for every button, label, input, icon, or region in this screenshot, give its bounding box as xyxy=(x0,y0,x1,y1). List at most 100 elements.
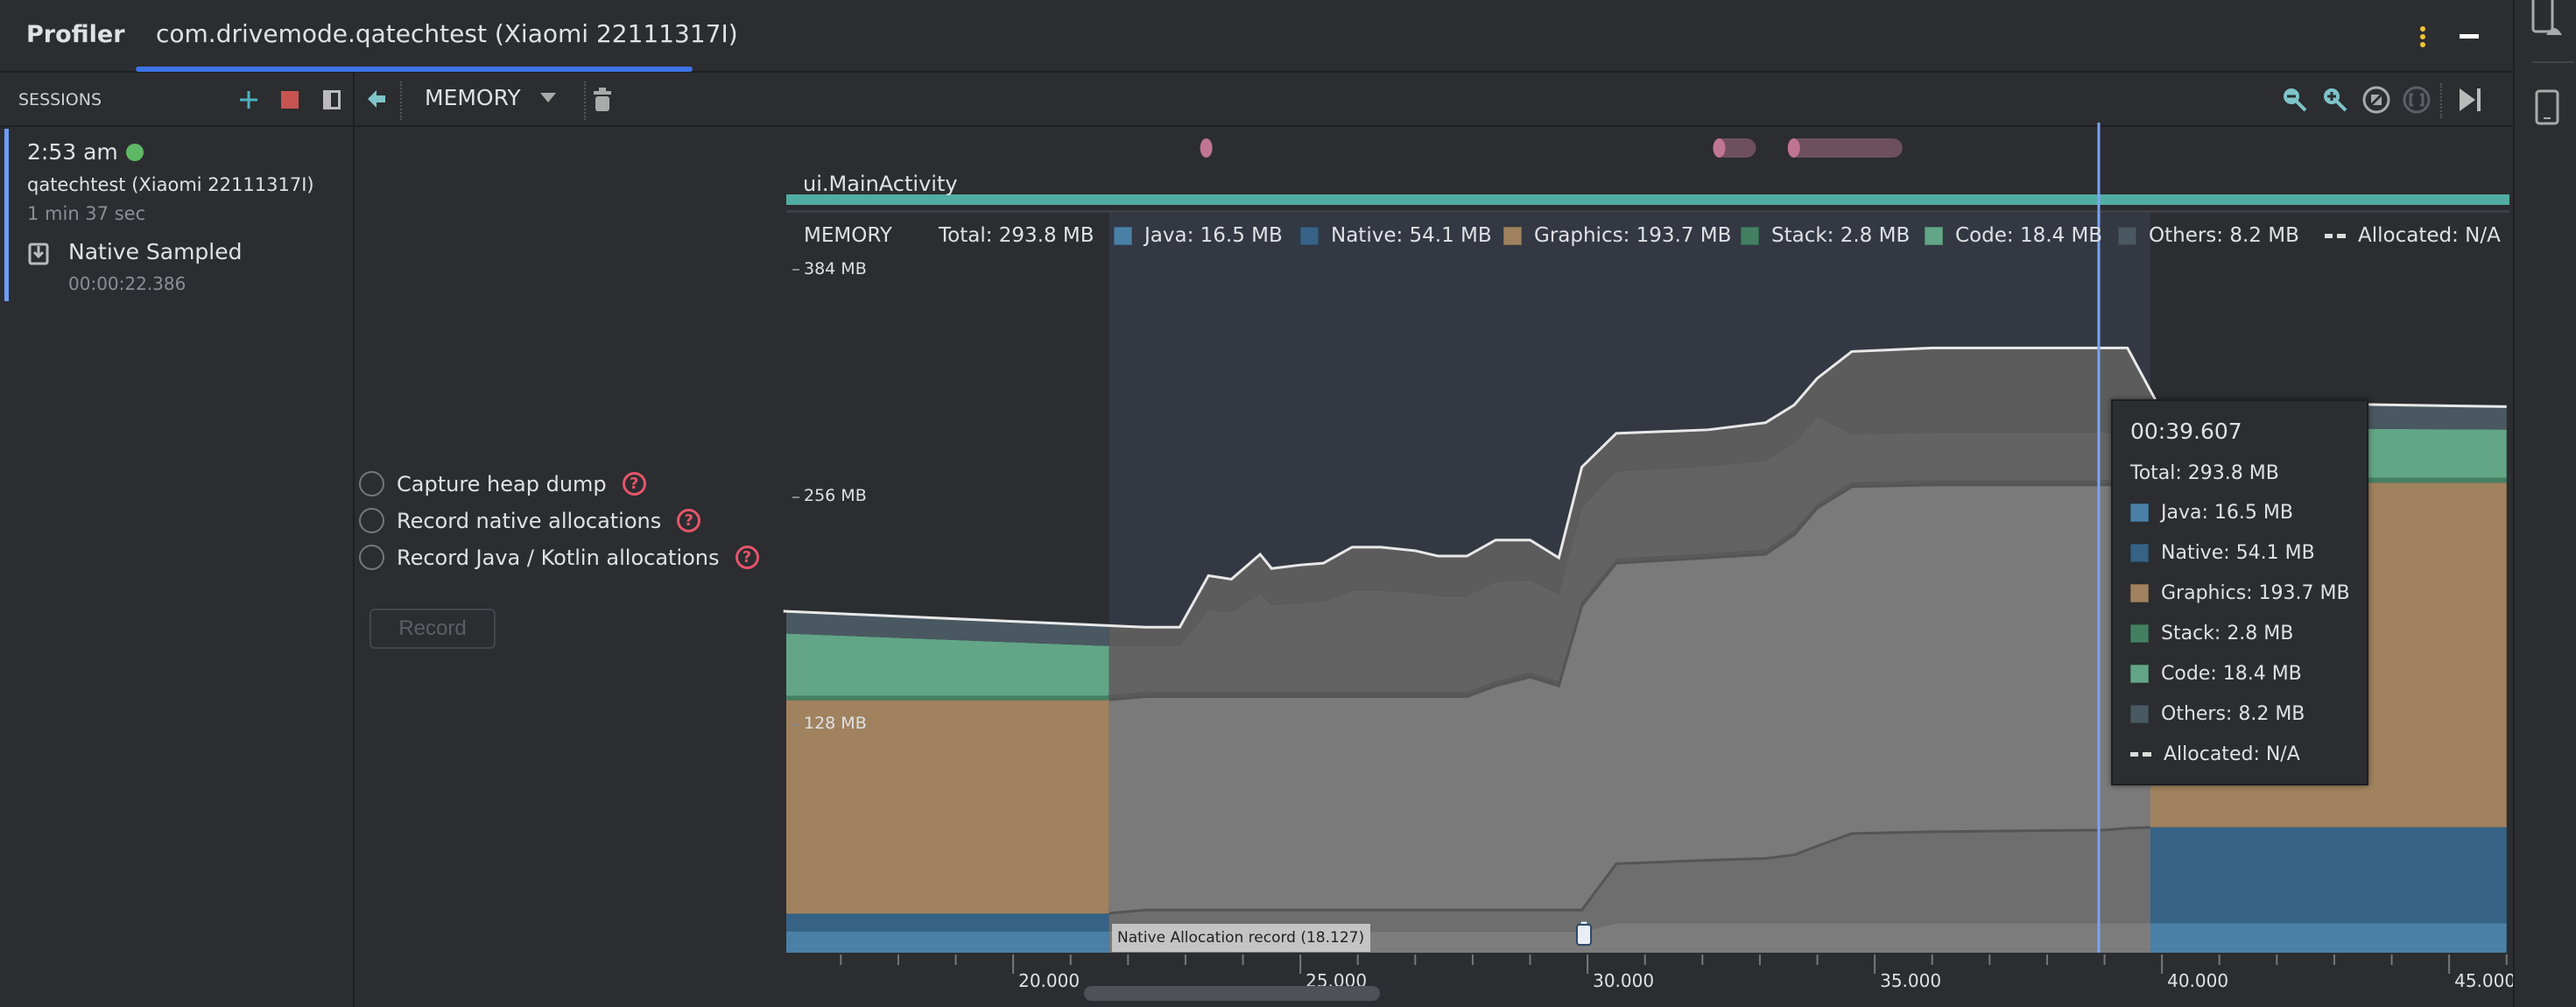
chart-divider xyxy=(786,210,2509,213)
running-devices-icon[interactable] xyxy=(2535,89,2561,126)
legend-swatch xyxy=(1503,226,1522,245)
back-arrow-icon[interactable] xyxy=(366,88,387,109)
artifact-name[interactable]: Native Sampled xyxy=(68,239,243,264)
help-icon[interactable]: ? xyxy=(677,509,701,532)
legend-swatch xyxy=(2130,705,2149,723)
legend-title: MEMORY xyxy=(804,224,892,247)
horizontal-scrollbar[interactable] xyxy=(1084,986,1380,1001)
y-tick-label: 256 MB xyxy=(804,486,867,505)
y-tick-label: 384 MB xyxy=(804,259,867,278)
legend-swatch xyxy=(1925,226,1943,245)
tab-session[interactable]: com.drivemode.qatechtest (Xiaomi 2211131… xyxy=(156,19,738,48)
tool-window-header: Profiler com.drivemode.qatechtest (Xiaom… xyxy=(0,0,2513,73)
x-tick-label: 45.000 xyxy=(2454,970,2513,991)
activity-label: ui.MainActivity xyxy=(803,172,958,196)
help-icon[interactable]: ? xyxy=(622,472,646,496)
area-graphics-selected xyxy=(1109,482,2150,913)
option-capture-heap-dump[interactable]: Capture heap dump? xyxy=(359,471,646,496)
tooltip-total: Total: 293.8 MB xyxy=(2130,462,2279,484)
legend-swatch xyxy=(2130,584,2149,602)
tooltip-allocated: Allocated: N/A xyxy=(2130,743,2300,765)
area-native-selected xyxy=(1109,827,2150,932)
radio-button[interactable] xyxy=(359,471,384,496)
option-record-java-kotlin-allocations[interactable]: Record Java / Kotlin allocations? xyxy=(359,545,759,570)
go-to-live-icon[interactable] xyxy=(2460,88,2482,112)
event-marker xyxy=(1787,138,1800,158)
artifact-time: 00:00:22.386 xyxy=(68,273,187,294)
session-duration: 1 min 37 sec xyxy=(27,203,146,224)
tooltip-code: Code: 18.4 MB xyxy=(2130,663,2302,685)
sessions-header: SESSIONS xyxy=(0,73,355,127)
session-live-indicator xyxy=(126,144,144,161)
legend-graphics: Graphics: 193.7 MB xyxy=(1503,224,1731,247)
dashed-line-icon xyxy=(2325,233,2346,238)
tooltip-java: Java: 16.5 MB xyxy=(2130,502,2293,524)
divider xyxy=(2532,61,2574,63)
session-item[interactable]: 2:53 am qatechtest (Xiaomi 22111317I) 1 … xyxy=(0,129,353,304)
reset-zoom-icon[interactable] xyxy=(2361,85,2391,115)
data-tooltip: 00:39.607 Total: 293.8 MB Java: 16.5 MB … xyxy=(2111,399,2368,785)
help-icon[interactable]: ? xyxy=(735,546,759,569)
zoom-to-selection-icon[interactable] xyxy=(2402,85,2432,115)
legend-swatch xyxy=(2118,226,2136,245)
x-tick-label: 30.000 xyxy=(1593,970,1654,991)
divider xyxy=(400,81,402,120)
legend-swatch xyxy=(2130,665,2149,683)
device-manager-icon[interactable] xyxy=(2530,0,2565,37)
legend-allocated: Allocated: N/A xyxy=(2325,224,2501,247)
band-boundary-line xyxy=(1109,482,2150,701)
tooltip-native: Native: 54.1 MB xyxy=(2130,542,2315,564)
activity-bar xyxy=(786,194,2509,205)
band-boundary-line xyxy=(1109,826,2150,915)
sessions-panel: SESSIONS 2:53 am qatechtest (Xiaomi 2211… xyxy=(0,73,355,1007)
right-tool-strip xyxy=(2513,0,2576,1007)
x-tick-label: 20.000 xyxy=(1018,970,1080,991)
option-label: Capture heap dump xyxy=(397,471,607,496)
x-tick-label: 35.000 xyxy=(1880,970,1941,991)
legend-native: Native: 54.1 MB xyxy=(1300,224,1492,247)
legend-label: Graphics: 193.7 MB xyxy=(1534,224,1732,247)
chevron-down-icon xyxy=(539,92,556,102)
legend-swatch xyxy=(1741,226,1759,245)
sessions-label: SESSIONS xyxy=(18,90,102,109)
radio-button[interactable] xyxy=(359,508,384,533)
legend-label: Native: 54.1 MB xyxy=(1331,224,1492,247)
record-button[interactable]: Record xyxy=(370,609,496,649)
event-marker xyxy=(1200,138,1213,158)
area-code-selected xyxy=(1109,416,2150,696)
radio-button[interactable] xyxy=(359,545,384,570)
minimize-icon[interactable] xyxy=(2460,34,2479,39)
legend-swatch xyxy=(1114,226,1132,245)
dashed-line-icon xyxy=(2130,752,2151,757)
tooltip-graphics: Graphics: 193.7 MB xyxy=(2130,582,2350,604)
divider xyxy=(584,81,586,120)
profiler-selector-value: MEMORY xyxy=(425,85,521,110)
zoom-in-icon[interactable] xyxy=(2322,87,2348,113)
area-others-selected xyxy=(1109,348,2150,646)
more-options-icon[interactable] xyxy=(2420,26,2427,49)
memory-timeline-chart[interactable]: 20.000 25.000 30.000 35.000 40.000 45.000 xyxy=(0,0,2513,1007)
legend-swatch xyxy=(2130,504,2149,522)
trash-icon[interactable] xyxy=(594,88,611,111)
legend-label: Code: 18.4 MB xyxy=(1955,224,2103,247)
legend-code: Code: 18.4 MB xyxy=(1925,224,2102,247)
legend-label: Stack: 2.8 MB xyxy=(1771,224,1911,247)
zoom-out-icon[interactable] xyxy=(2282,87,2308,113)
option-label: Record Java / Kotlin allocations xyxy=(397,545,720,570)
recording-label[interactable]: Native Allocation record (18.127) xyxy=(1112,924,1370,952)
tooltip-stack: Stack: 2.8 MB xyxy=(2130,623,2293,644)
profiler-selector-dropdown[interactable]: MEMORY xyxy=(425,85,556,110)
legend-java: Java: 16.5 MB xyxy=(1114,224,1283,247)
legend-label: Others: 8.2 MB xyxy=(2149,224,2299,247)
session-selected-indicator xyxy=(4,129,9,301)
stop-session-icon[interactable] xyxy=(281,91,299,109)
collapse-panel-icon[interactable] xyxy=(323,90,341,109)
option-record-native-allocations[interactable]: Record native allocations? xyxy=(359,508,701,533)
event-marker xyxy=(1713,138,1726,158)
legend-swatch xyxy=(1300,226,1319,245)
tooltip-time: 00:39.607 xyxy=(2130,419,2242,444)
trash-icon[interactable] xyxy=(1576,921,1592,946)
new-session-icon[interactable] xyxy=(238,89,259,110)
legend-stack: Stack: 2.8 MB xyxy=(1741,224,1910,247)
tooltip-others: Others: 8.2 MB xyxy=(2130,703,2305,725)
